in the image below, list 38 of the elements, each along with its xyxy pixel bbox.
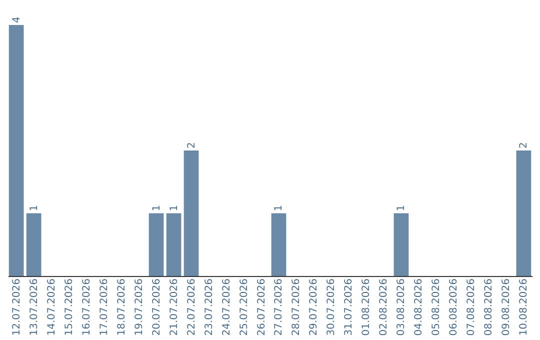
x-tick-label: 21.07.2026: [168, 278, 180, 336]
x-tick-label: 29.07.2026: [308, 278, 320, 336]
x-tick-label: 14.07.2026: [46, 278, 58, 336]
x-tick-label: 28.07.2026: [291, 278, 302, 336]
data-label: 4: [11, 16, 22, 23]
x-tick-label: 05.08.2026: [431, 278, 442, 336]
x-tick-label: 25.07.2026: [238, 278, 250, 336]
x-tick-label: 16.07.2026: [81, 278, 92, 336]
x-tick-label: 08.08.2026: [484, 278, 495, 336]
x-tick-label: 15.07.2026: [64, 278, 75, 336]
x-tick-label: 31.07.2026: [344, 278, 355, 336]
x-tick-label: 12.07.2026: [11, 278, 22, 336]
x-tick-label: 23.07.2026: [204, 278, 215, 336]
x-tick-label: 01.08.2026: [361, 278, 372, 336]
x-tick-label: 10.08.2026: [518, 278, 530, 336]
data-label: 1: [168, 204, 180, 212]
data-label: 1: [28, 204, 40, 212]
x-tick-label: 19.07.2026: [134, 278, 145, 336]
x-tick-label: 20.07.2026: [151, 278, 162, 336]
x-tick-label: 04.08.2026: [414, 278, 425, 336]
data-label: 1: [274, 204, 285, 212]
x-tick-label: 03.08.2026: [396, 278, 408, 336]
x-tick-label: 27.07.2026: [274, 278, 285, 336]
x-tick-label: 30.07.2026: [326, 278, 338, 336]
x-tick-label: 09.08.2026: [501, 278, 512, 336]
x-tick-label: 18.07.2026: [116, 278, 128, 336]
x-tick-label: 26.07.2026: [256, 278, 268, 336]
data-label: 1: [396, 204, 408, 212]
x-tick-label: 06.08.2026: [448, 278, 460, 336]
data-label: 2: [518, 142, 530, 148]
data-label: 1: [151, 204, 162, 212]
x-tick-label: 13.07.2026: [28, 278, 40, 336]
x-tick-label: 17.07.2026: [98, 278, 110, 336]
data-label: 2: [186, 142, 198, 148]
x-tick-label: 07.08.2026: [466, 278, 478, 336]
x-tick-label: 24.07.2026: [221, 278, 232, 336]
x-tick-label: 22.07.2026: [186, 278, 198, 336]
x-tick-label: 02.08.2026: [378, 278, 390, 336]
